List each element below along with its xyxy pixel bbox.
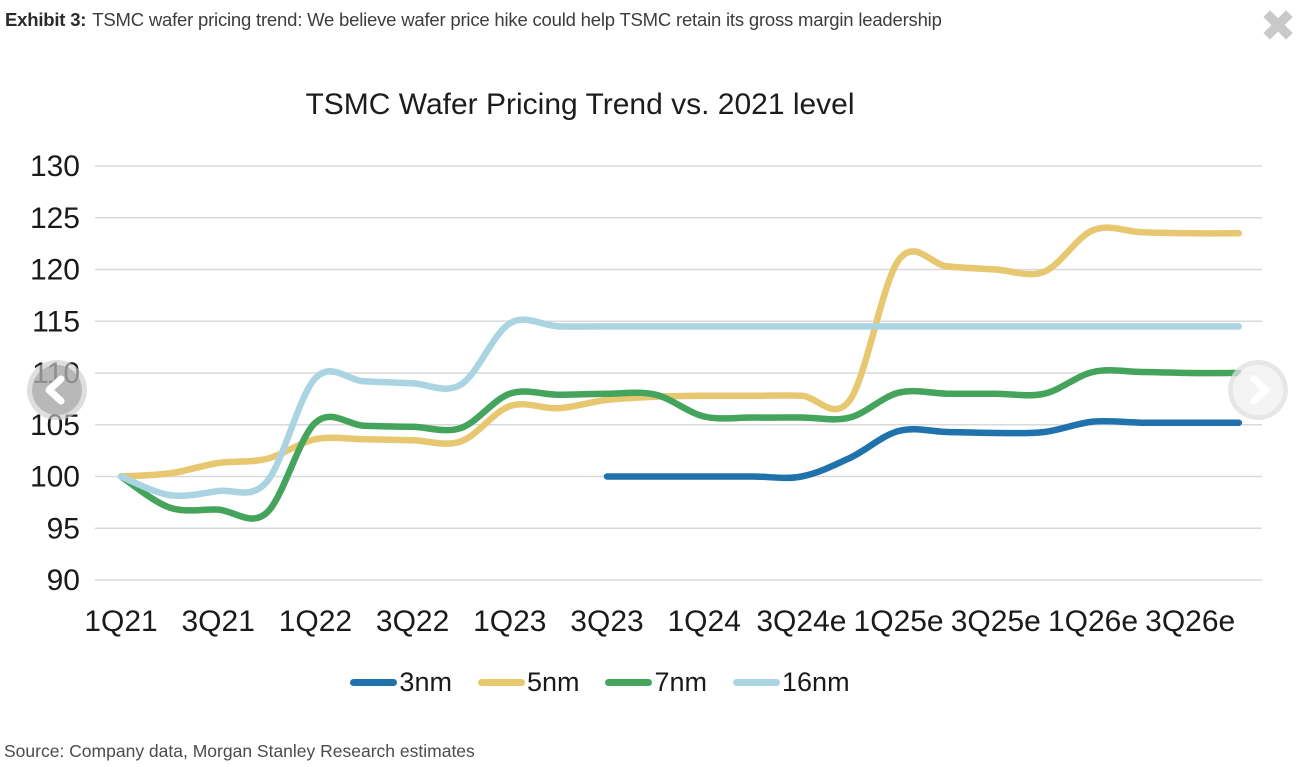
legend-swatch-7nm [605,678,653,686]
y-axis-tick-label: 125 [30,202,80,235]
chart-title: TSMC Wafer Pricing Trend vs. 2021 level [305,88,855,121]
y-axis-tick-label: 120 [30,254,80,287]
x-axis-tick-label: 1Q23 [473,605,546,638]
x-axis-tick-label: 3Q25e [951,605,1041,638]
legend-item-3nm: 3nm [350,667,452,698]
legend-label: 3nm [399,666,452,697]
chart-legend: 3nm 5nm 7nm 16nm [0,664,1200,700]
x-axis-tick-label: 1Q24 [668,605,741,638]
exhibit-label: Exhibit 3: [5,9,87,30]
legend-item-7nm: 7nm [605,667,707,698]
series-line-5nm [117,224,1243,480]
legend-swatch-3nm [350,678,398,686]
series-line-7nm [117,367,1243,522]
legend-swatch-5nm [477,678,525,686]
legend-label: 5nm [526,666,580,697]
x-axis-tick-label: 3Q24e [756,605,846,638]
exhibit-caption: TSMC wafer pricing trend: We believe waf… [92,9,942,30]
x-axis-tick-label: 3Q21 [182,605,255,638]
prev-arrow-button[interactable] [32,365,82,415]
y-axis-tick-label: 130 [30,150,80,183]
close-icon[interactable]: ✖ [1259,2,1297,51]
x-axis-tick-label: 3Q23 [570,605,643,638]
x-axis-tick-label: 1Q22 [279,605,352,638]
chevron-right-icon [1250,375,1270,405]
series-line-16nm [117,316,1243,500]
x-axis-tick-label: 1Q21 [84,605,157,638]
y-axis-tick-label: 95 [47,512,80,545]
x-axis-tick-label: 1Q25e [854,605,944,638]
y-axis-tick-label: 90 [47,564,80,597]
x-axis-tick-label: 3Q26e [1145,605,1235,638]
chevron-left-icon [45,375,65,405]
legend-swatch-16nm [733,678,781,686]
y-axis-tick-label: 115 [32,305,80,338]
legend-item-16nm: 16nm [733,667,850,698]
x-axis-tick-label: 1Q26e [1048,605,1138,638]
series-line-3nm [603,417,1243,482]
exhibit-header: Exhibit 3: TSMC wafer pricing trend: We b… [5,9,1205,31]
y-axis-tick-label: 100 [30,461,80,494]
legend-label: 7nm [654,666,708,697]
legend-label: 16nm [782,666,850,697]
x-axis-tick-label: 3Q22 [376,605,449,638]
next-arrow-button[interactable] [1233,365,1283,415]
legend-item-5nm: 5nm [477,666,580,698]
source-text: Source: Company data, Morgan Stanley Res… [4,741,475,761]
